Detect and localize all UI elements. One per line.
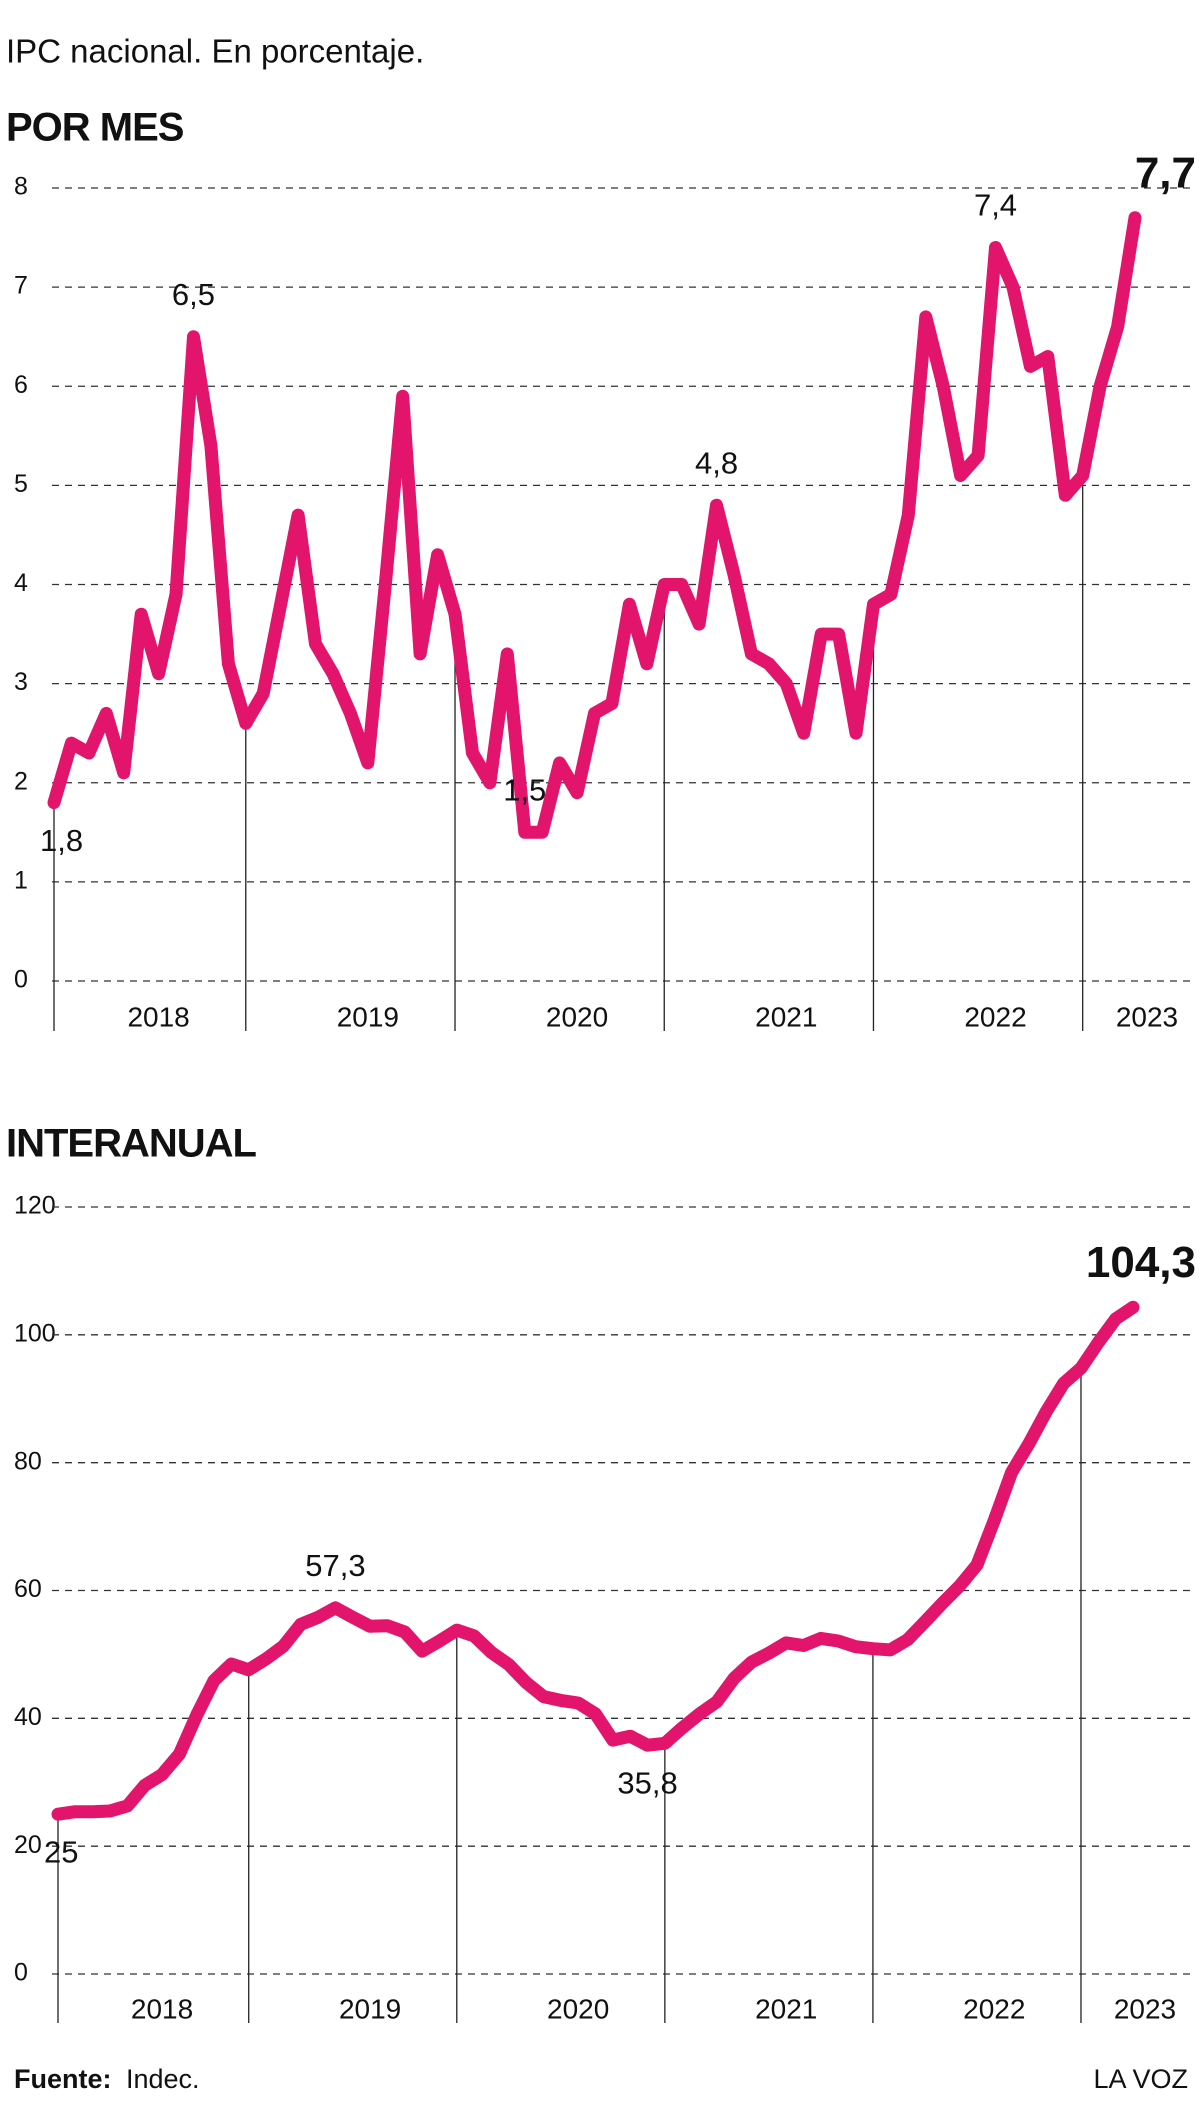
value-label: 57,3 (305, 1548, 365, 1583)
year-label: 2021 (755, 1993, 817, 2024)
y-tick-label: 0 (14, 966, 28, 994)
year-label: 2022 (963, 1993, 1025, 2024)
value-label: 1,8 (40, 823, 83, 858)
value-label: 4,8 (695, 445, 738, 480)
y-tick-label: 100 (14, 1319, 56, 1347)
chart-title: INTERANUAL (6, 1122, 257, 1166)
year-label: 2023 (1116, 1001, 1178, 1032)
y-tick-label: 4 (14, 569, 28, 597)
data-line (51, 1300, 1140, 1821)
year-label: 2023 (1114, 1993, 1176, 2024)
value-label: 35,8 (617, 1765, 677, 1800)
data-line (47, 211, 1142, 839)
value-label: 104,3 (1086, 1238, 1196, 1287)
y-tick-label: 80 (14, 1447, 42, 1475)
page-title: IPC nacional. En porcentaje. (6, 33, 424, 70)
value-label: 6,5 (172, 277, 215, 312)
y-tick-label: 1 (14, 866, 28, 894)
y-tick-label: 60 (14, 1575, 42, 1603)
y-tick-label: 120 (14, 1192, 56, 1220)
value-label: 25 (44, 1834, 78, 1869)
y-tick-label: 8 (14, 173, 28, 201)
y-tick-label: 5 (14, 470, 28, 498)
year-label: 2018 (131, 1993, 193, 2024)
y-tick-label: 3 (14, 668, 28, 696)
source-label: Fuente: (14, 2064, 112, 2094)
y-tick-label: 7 (14, 272, 28, 300)
y-tick-label: 20 (14, 1831, 42, 1859)
value-label: 1,5 (503, 773, 546, 808)
y-tick-label: 40 (14, 1703, 42, 1731)
y-tick-label: 6 (14, 371, 28, 399)
source: Indec. (126, 2064, 200, 2094)
chart-title: POR MES (6, 106, 184, 150)
year-label: 2018 (127, 1001, 189, 1032)
year-label: 2019 (337, 1001, 399, 1032)
year-label: 2020 (546, 1001, 608, 1032)
value-label: 7,4 (974, 188, 1017, 223)
year-label: 2021 (755, 1001, 817, 1032)
year-label: 2022 (964, 1001, 1026, 1032)
value-label: 7,7 (1135, 148, 1196, 197)
y-tick-label: 0 (14, 1959, 28, 1987)
y-tick-label: 2 (14, 767, 28, 795)
brand: LA VOZ (1093, 2064, 1188, 2094)
year-label: 2020 (547, 1993, 609, 2024)
year-label: 2019 (339, 1993, 401, 2024)
